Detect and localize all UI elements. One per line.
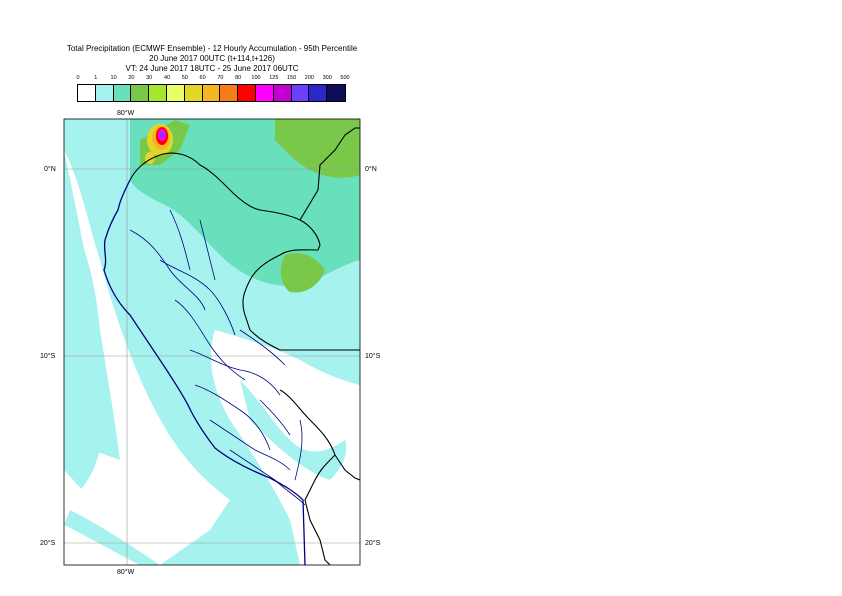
ocean-stripe (64, 510, 160, 565)
dry-ocean-region (64, 150, 230, 565)
legend-swatch (309, 85, 328, 101)
legend-tick-label: 20 (128, 75, 135, 81)
legend-swatches (77, 84, 346, 102)
legend-swatch (166, 85, 185, 101)
lon-label-bottom: 80°W (117, 568, 135, 576)
map-title-line3: VT: 24 June 2017 18UTC - 25 June 2017 06… (125, 64, 299, 73)
legend-swatch (78, 85, 96, 101)
legend-tick-label: 50 (181, 75, 188, 81)
legend-tick-label: 125 (269, 75, 279, 81)
lat-label-10s-left: 10°S (40, 352, 56, 360)
legend-swatch (95, 85, 114, 101)
legend-tick-label: 80 (235, 75, 242, 81)
legend-tick-label: 200 (304, 75, 314, 81)
lat-label-20s: 20°S (365, 539, 381, 547)
national-borders (129, 127, 360, 565)
legend-swatch (255, 85, 274, 101)
lat-label-0-left: 0°N (44, 165, 56, 173)
legend-swatch (131, 85, 150, 101)
legend-tick-label: 60 (199, 75, 206, 81)
lat-label-10s: 10°S (365, 352, 381, 360)
lon-label-top: 80°W (117, 109, 135, 117)
graticule (64, 119, 360, 565)
legend-tick-label: 10 (110, 75, 117, 81)
lat-label-0: 0°N (365, 165, 377, 173)
legend-tick-label: 150 (287, 75, 297, 81)
band-20-30-north (275, 119, 360, 178)
legend-swatch (273, 85, 292, 101)
legend-swatch (149, 85, 167, 101)
legend-tick-label: 100 (251, 75, 261, 81)
band-150-cell (160, 132, 164, 138)
legend-swatch (291, 85, 310, 101)
legend-tick-label: 40 (163, 75, 171, 81)
legend-swatch (184, 85, 203, 101)
legend-swatch (238, 85, 256, 101)
legend-tick-label: 500 (340, 75, 350, 81)
admin-boundaries (129, 209, 306, 506)
band-20-30-east (280, 253, 325, 293)
legend-tick-label: 300 (322, 75, 332, 81)
lat-label-20s-left: 20°S (40, 539, 56, 547)
legend-tick-label: 70 (217, 75, 224, 81)
legend-swatch (220, 85, 239, 101)
ocean-light-patch (64, 205, 120, 460)
map-title-line2: 20 June 2017 00UTC (t+114,t+126) (149, 54, 275, 63)
legend-swatch (202, 85, 221, 101)
inland-cyan-band (240, 380, 347, 480)
legend-tick-label: 1 (94, 75, 98, 81)
legend-swatch (327, 85, 345, 101)
legend-swatch (113, 85, 132, 101)
legend-tick-label: 30 (146, 75, 153, 81)
coastline (103, 179, 306, 565)
map-title-line1: Total Precipitation (ECMWF Ensemble) - 1… (66, 44, 358, 53)
legend-tick-label: 0 (76, 75, 80, 81)
map-frame (63, 118, 361, 566)
